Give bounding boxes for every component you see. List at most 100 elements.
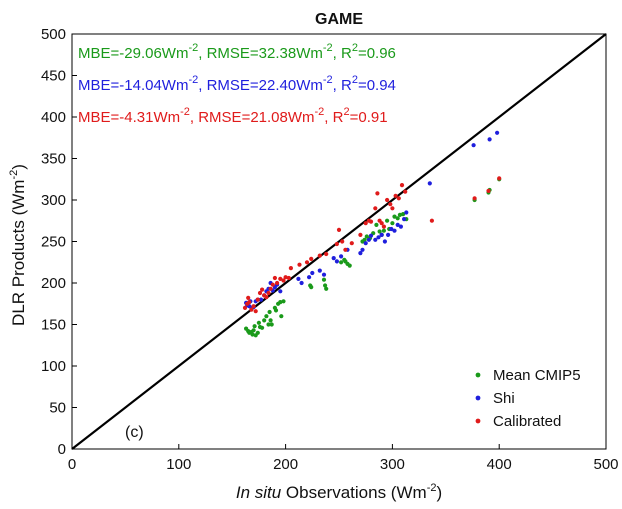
x-tick-label: 0 — [68, 456, 76, 473]
data-point — [397, 212, 402, 217]
data-point — [366, 237, 371, 242]
y-axis-title-sup: -2 — [8, 170, 20, 180]
data-point — [275, 280, 280, 286]
data-point — [250, 332, 255, 337]
data-point — [347, 263, 352, 268]
data-point — [385, 218, 390, 223]
data-point — [363, 241, 368, 246]
data-point — [310, 270, 315, 276]
data-point — [257, 290, 263, 296]
data-point — [402, 217, 407, 222]
data-point — [349, 241, 354, 246]
y-tick-label: 500 — [41, 26, 66, 43]
data-point — [307, 275, 312, 280]
data-point — [278, 300, 283, 305]
data-point — [260, 287, 265, 292]
data-point — [334, 241, 339, 247]
stat-line: MBE=-4.31Wm-2, RMSE=21.08Wm-2, R2=0.91 — [78, 106, 388, 126]
data-point — [255, 297, 260, 302]
data-point — [385, 197, 390, 203]
x-tick-label: 300 — [380, 456, 405, 473]
data-point — [362, 237, 367, 242]
data-point — [471, 143, 476, 148]
data-point — [395, 222, 400, 227]
data-point — [256, 320, 261, 325]
data-point — [374, 222, 379, 227]
data-point — [399, 183, 405, 188]
data-point — [389, 226, 394, 232]
statistics-annotations: MBE=-29.06Wm-2, RMSE=32.38Wm-2, R2=0.96 M… — [78, 42, 396, 126]
stat-line: MBE=-14.04Wm-2, RMSE=22.40Wm-2, R2=0.94 — [78, 74, 396, 94]
data-point — [283, 275, 288, 280]
data-point — [317, 253, 322, 258]
data-point — [392, 228, 397, 233]
data-point — [339, 254, 344, 259]
x-tick-label: 500 — [593, 456, 618, 473]
data-point — [279, 314, 284, 319]
x-tick-label: 100 — [166, 456, 191, 473]
y-tick-label: 50 — [49, 400, 66, 417]
data-point — [339, 260, 344, 265]
data-point — [281, 299, 286, 304]
data-point — [336, 227, 342, 232]
data-point — [251, 328, 256, 333]
data-point — [323, 283, 328, 288]
y-tick-label: 300 — [41, 192, 66, 209]
y-tick-label: 450 — [41, 68, 66, 85]
data-point — [368, 219, 374, 224]
y-tick-label: 100 — [41, 358, 66, 375]
data-point — [381, 228, 386, 233]
data-point — [393, 193, 398, 198]
x-tick-label: 200 — [273, 456, 298, 473]
data-point — [360, 247, 365, 252]
y-tick-label: 150 — [41, 317, 66, 334]
x-axis-title-sup: -2 — [427, 482, 437, 494]
data-point — [388, 202, 393, 207]
legend-label: Calibrated — [493, 413, 561, 430]
data-point — [304, 260, 310, 265]
y-axis-title-text: DLR Products (Wm — [9, 180, 28, 326]
data-point — [379, 221, 384, 226]
data-point — [264, 295, 269, 300]
data-point — [260, 325, 265, 330]
data-point — [472, 196, 477, 201]
data-point — [363, 221, 368, 226]
data-point — [252, 324, 257, 329]
data-point — [364, 234, 369, 239]
data-point — [324, 251, 329, 257]
data-point — [266, 290, 271, 296]
axes: 0 100 200 300 400 500 0 50 100 150 200 250 300 350 400… — [41, 26, 619, 473]
data-point — [267, 309, 272, 315]
data-point — [309, 285, 314, 290]
legend-label: Shi — [493, 390, 515, 407]
data-point — [377, 229, 382, 234]
data-point — [278, 289, 283, 294]
data-point — [376, 235, 381, 240]
one-to-one-line — [71, 33, 607, 450]
data-point — [255, 330, 260, 335]
data-points — [242, 130, 502, 338]
data-point — [390, 206, 395, 211]
data-point — [396, 196, 401, 201]
data-point — [317, 268, 322, 273]
data-point — [358, 251, 363, 256]
data-point — [395, 216, 400, 221]
legend-marker — [475, 372, 481, 378]
data-point — [272, 275, 277, 281]
data-point — [264, 314, 269, 319]
data-point — [381, 224, 386, 229]
x-axis-title-close: ) — [436, 483, 442, 502]
data-point — [382, 239, 387, 244]
data-point — [358, 232, 363, 237]
data-point — [278, 276, 283, 281]
data-point — [270, 282, 275, 287]
data-point — [386, 232, 391, 237]
data-point — [273, 308, 279, 313]
data-point — [404, 210, 409, 215]
data-point — [321, 277, 327, 282]
data-point — [368, 233, 374, 238]
x-axis-title: In situ Observations (Wm-2) — [236, 482, 442, 502]
y-tick-label: 200 — [41, 275, 66, 292]
x-axis-title-text: Observations (Wm — [281, 483, 426, 502]
